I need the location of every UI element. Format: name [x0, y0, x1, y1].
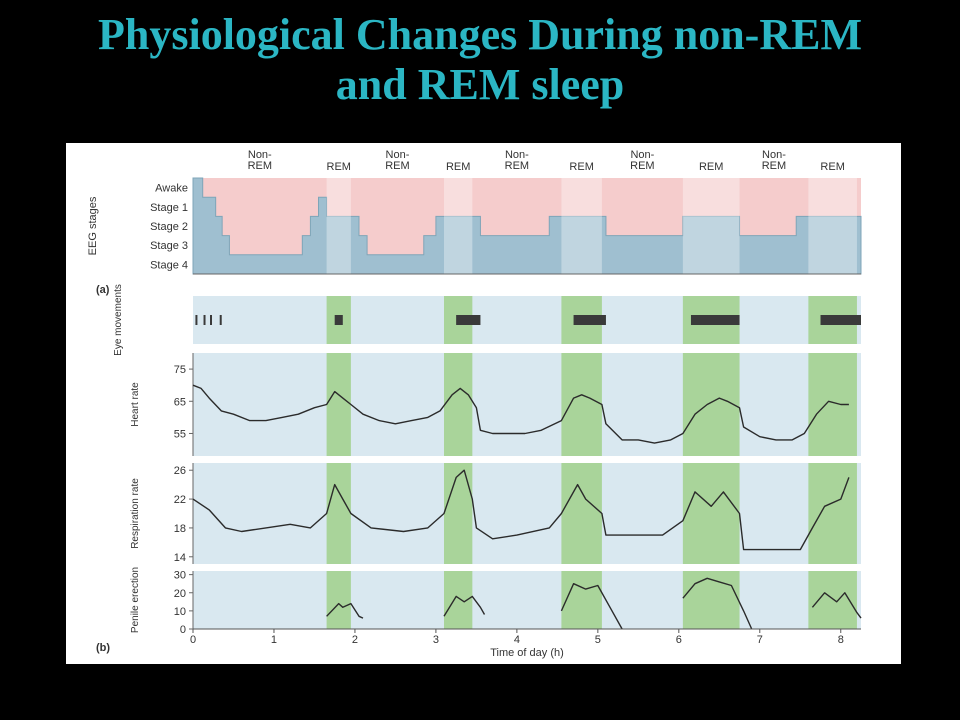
eeg-rem-highlight [326, 178, 351, 274]
eeg-stage-label: Stage 1 [150, 202, 188, 214]
slide-title-line1: Physiological Changes During non-REM [98, 10, 862, 59]
eeg-rem-highlight [444, 178, 473, 274]
resp-panel-bg [193, 463, 861, 564]
eye-movement-burst [210, 315, 213, 325]
resp-rem-band [561, 463, 602, 564]
slide-title-line2: and REM sleep [335, 60, 625, 109]
eeg-stage-label: Stage 3 [150, 240, 188, 252]
heart-rem-band [682, 353, 740, 456]
cycle-label: Non- [762, 149, 786, 161]
resp-rem-band [326, 463, 351, 564]
heart-panel-bg [193, 353, 861, 456]
eye-movement-burst [573, 315, 606, 325]
penile-rem-band [326, 571, 351, 629]
respiration-rate-tick-label: 14 [174, 552, 186, 564]
resp-rem-band [444, 463, 473, 564]
penile-erection-trace [560, 583, 623, 630]
heart-rate-tick-label: 75 [174, 364, 186, 376]
eye-movement-burst [219, 315, 222, 325]
slide-title: Physiological Changes During non-REM and… [0, 10, 960, 110]
resp-rem-band [682, 463, 740, 564]
penile-rem-band [561, 571, 602, 629]
respiration-rate-trace [192, 469, 850, 551]
heart-rem-band [326, 353, 351, 456]
cycle-label: REM [820, 161, 844, 173]
penile-erection-tick-label: 20 [174, 588, 186, 600]
resp-rem-band [808, 463, 857, 564]
penile-erection-tick-label: 30 [174, 570, 186, 582]
eye-movement-burst [820, 315, 861, 325]
x-tick-label: 4 [514, 634, 520, 646]
penile-rem-band [682, 571, 740, 629]
sleep-physiology-figure: Non- REM REM Non- REM REM Non- REM REM Non- REM REM… [66, 143, 901, 664]
cycle-label: REM [385, 160, 409, 172]
eye-movement-burst [690, 315, 740, 325]
x-axis-label: Time of day (h) [490, 647, 564, 659]
penile-erection-ylabel: Penile erection [130, 567, 141, 633]
x-tick-label: 7 [757, 634, 763, 646]
eeg-stage-label: Stage 4 [150, 259, 188, 271]
cycle-label: REM [248, 160, 272, 172]
heart-rate-trace [192, 384, 849, 444]
eye-movement-burst [334, 315, 343, 325]
penile-erection-trace [811, 592, 862, 619]
cycle-label: REM [699, 161, 723, 173]
penile-erection-trace [326, 602, 364, 619]
eye-ylabel: Eye movements [113, 284, 124, 356]
cycle-label: Non- [630, 149, 654, 161]
x-tick-label: 5 [595, 634, 601, 646]
cycle-label: REM [505, 160, 529, 172]
heart-rem-band [808, 353, 857, 456]
penile-panel-bg [193, 571, 861, 629]
cycle-label: Non- [386, 149, 410, 161]
x-tick-label: 6 [676, 634, 682, 646]
eeg-rem-highlight [561, 178, 602, 274]
x-tick-label: 8 [838, 634, 844, 646]
x-tick-label: 1 [271, 634, 277, 646]
eeg-stage-label: Awake [155, 183, 188, 195]
penile-erection-trace [682, 577, 753, 630]
respiration-rate-tick-label: 26 [174, 465, 186, 477]
cycle-label: Non- [505, 149, 529, 161]
eye-movement-burst [195, 315, 198, 325]
heart-rate-ylabel: Heart rate [130, 382, 141, 427]
cycle-label: REM [446, 161, 470, 173]
eye-movement-burst [456, 315, 481, 325]
x-tick-label: 2 [352, 634, 358, 646]
eeg-rem-highlight [808, 178, 857, 274]
panel-label-b: (b) [96, 642, 110, 654]
heart-rate-tick-label: 55 [174, 428, 186, 440]
eeg-rem-highlight [682, 178, 740, 274]
panel-label-a: (a) [96, 284, 110, 296]
cycle-label: REM [762, 160, 786, 172]
heart-rem-band [444, 353, 473, 456]
cycle-label: REM [569, 161, 593, 173]
penile-erection-tick-label: 0 [180, 624, 186, 636]
heart-rate-tick-label: 65 [174, 396, 186, 408]
penile-erection-trace [443, 595, 486, 617]
x-tick-label: 0 [190, 634, 196, 646]
x-tick-label: 3 [433, 634, 439, 646]
heart-rem-band [561, 353, 602, 456]
cycle-label: REM [630, 160, 654, 172]
respiration-rate-ylabel: Respiration rate [130, 478, 141, 549]
cycle-label: Non- [248, 149, 272, 161]
cycle-label: REM [327, 161, 351, 173]
eeg-stage-label: Stage 2 [150, 221, 188, 233]
respiration-rate-tick-label: 22 [174, 494, 186, 506]
respiration-rate-tick-label: 18 [174, 523, 186, 535]
eeg-ylabel: EEG stages [87, 196, 99, 255]
eeg-stage-area [192, 177, 862, 275]
eye-movement-burst [203, 315, 206, 325]
eye-panel-bg [193, 296, 861, 344]
penile-erection-tick-label: 10 [174, 606, 186, 618]
